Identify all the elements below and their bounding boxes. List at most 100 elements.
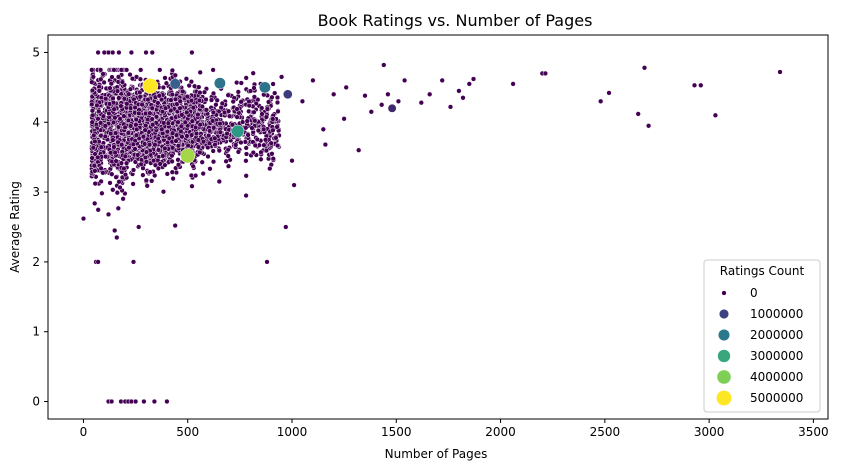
data-point — [168, 97, 174, 103]
data-point — [146, 142, 153, 148]
data-point — [100, 113, 107, 119]
data-point — [270, 127, 276, 133]
data-point — [209, 118, 216, 124]
data-point — [211, 125, 217, 131]
data-point — [137, 76, 144, 82]
data-point — [110, 187, 116, 193]
data-point — [197, 89, 203, 96]
data-point — [401, 77, 408, 84]
data-point — [143, 177, 149, 183]
data-point — [136, 224, 142, 230]
data-point — [233, 142, 239, 148]
data-point — [166, 135, 172, 142]
legend-label: 1000000 — [750, 307, 803, 321]
data-point — [635, 111, 641, 117]
data-point — [159, 126, 165, 132]
data-point — [113, 130, 119, 136]
x-tick-label: 1500 — [381, 425, 412, 439]
data-point — [89, 101, 95, 108]
data-point — [210, 67, 216, 73]
data-point — [203, 96, 209, 103]
data-point — [251, 109, 257, 115]
data-point — [381, 62, 387, 68]
data-point — [170, 175, 176, 182]
data-point — [243, 75, 249, 81]
data-point — [229, 122, 236, 128]
data-point — [273, 135, 279, 141]
data-point — [133, 132, 140, 138]
data-point — [169, 158, 175, 165]
data-point — [258, 156, 264, 162]
data-point — [92, 180, 98, 187]
data-point — [125, 130, 132, 136]
data-point — [80, 215, 87, 222]
data-point — [385, 91, 391, 97]
data-point — [155, 135, 161, 142]
data-point — [90, 112, 96, 118]
data-point — [261, 142, 267, 148]
legend-box — [703, 259, 821, 413]
data-point — [110, 119, 117, 126]
data-point — [456, 88, 462, 94]
data-point — [226, 113, 233, 119]
data-point — [142, 78, 159, 94]
data-point — [264, 259, 270, 265]
data-point — [250, 70, 256, 76]
data-point — [195, 144, 202, 150]
data-point — [153, 114, 160, 120]
data-point — [224, 130, 230, 137]
data-point — [197, 122, 203, 128]
data-point — [112, 115, 118, 121]
data-point — [112, 227, 118, 234]
data-point — [460, 95, 466, 101]
x-tick-label: 500 — [176, 425, 199, 439]
data-point — [155, 147, 162, 153]
data-point — [115, 139, 121, 145]
data-point — [331, 91, 337, 97]
data-point — [274, 99, 281, 106]
data-point — [180, 148, 196, 164]
data-point — [225, 108, 232, 114]
data-point — [254, 136, 260, 143]
data-point — [234, 79, 240, 86]
data-point — [138, 67, 144, 73]
data-point — [272, 90, 278, 96]
data-point — [188, 132, 195, 138]
data-point — [169, 91, 175, 98]
data-point — [244, 118, 250, 124]
data-point — [270, 156, 276, 162]
data-point — [103, 96, 109, 102]
x-tick-label: 2500 — [590, 425, 621, 439]
data-point — [246, 98, 252, 105]
data-point — [243, 173, 249, 179]
data-point — [161, 120, 167, 126]
data-point — [123, 160, 130, 166]
data-point — [124, 101, 130, 107]
data-point — [151, 398, 158, 405]
data-point — [113, 174, 119, 180]
data-point — [155, 165, 162, 172]
data-point — [269, 151, 275, 157]
data-point — [160, 153, 166, 159]
data-point — [116, 179, 122, 185]
data-point — [368, 109, 374, 115]
data-point — [95, 207, 101, 213]
data-point — [210, 148, 216, 154]
data-point — [598, 98, 604, 104]
data-point — [92, 151, 98, 157]
data-point — [112, 149, 118, 156]
data-point — [214, 97, 220, 103]
data-point — [127, 71, 133, 78]
legend-label: 4000000 — [750, 370, 803, 384]
data-point — [97, 120, 104, 126]
data-point — [108, 150, 114, 156]
data-point — [98, 165, 104, 171]
legend-marker — [721, 290, 727, 296]
data-point — [179, 112, 185, 118]
data-point — [122, 172, 129, 178]
data-point — [289, 158, 295, 164]
data-point — [91, 132, 97, 139]
data-point — [189, 49, 195, 56]
data-point — [172, 222, 178, 229]
data-point — [113, 158, 119, 164]
